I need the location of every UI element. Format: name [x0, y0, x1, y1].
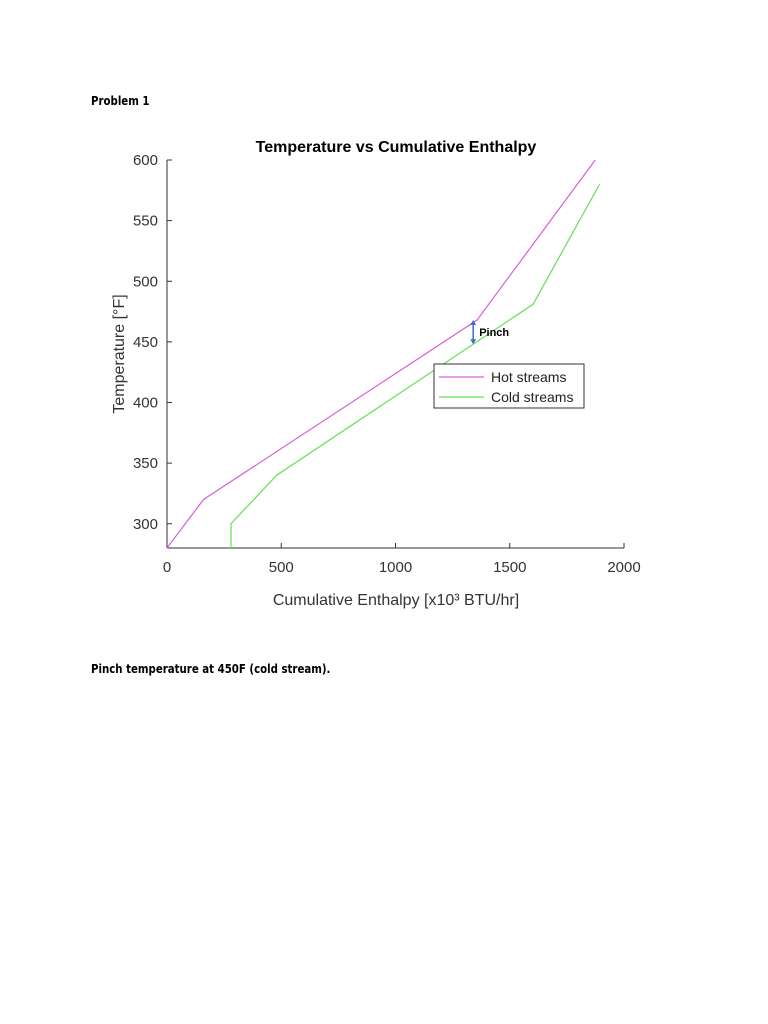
y-tick-label: 300: [133, 516, 158, 533]
x-tick-label: 0: [163, 559, 171, 576]
legend-box: [433, 363, 585, 409]
pinch-conclusion: Pinch temperature at 450F (cold stream).: [91, 662, 331, 676]
chart-title: Temperature vs Cumulative Enthalpy: [256, 139, 537, 156]
y-tick-label: 400: [133, 395, 158, 412]
x-tick-label: 1500: [493, 559, 526, 576]
chart: Temperature vs Cumulative Enthalpy Cumul…: [111, 139, 641, 609]
x-axis-label: Cumulative Enthalpy [x10³ BTU/hr]: [273, 592, 519, 609]
problem-heading: Problem 1: [91, 94, 150, 108]
arrow-down-icon: [470, 339, 477, 345]
series-line-hot-streams: [166, 159, 596, 549]
legend-entry: Cold streams: [491, 389, 573, 405]
series-line-cold-streams: [230, 183, 601, 548]
y-tick-label: 350: [133, 455, 158, 472]
y-tick-label: 500: [133, 273, 158, 290]
arrow-up-icon: [470, 320, 477, 326]
x-tick-label: 1000: [379, 559, 412, 576]
pinch-label: Pinch: [479, 327, 509, 339]
y-tick-label: 450: [133, 334, 158, 351]
legend-entry: Hot streams: [491, 369, 566, 385]
x-tick-label: 500: [269, 559, 294, 576]
x-tick-label: 2000: [607, 559, 640, 576]
y-axis-label: Temperature [°F]: [111, 294, 128, 413]
y-tick-label: 550: [133, 213, 158, 230]
y-tick-label: 600: [133, 152, 158, 169]
